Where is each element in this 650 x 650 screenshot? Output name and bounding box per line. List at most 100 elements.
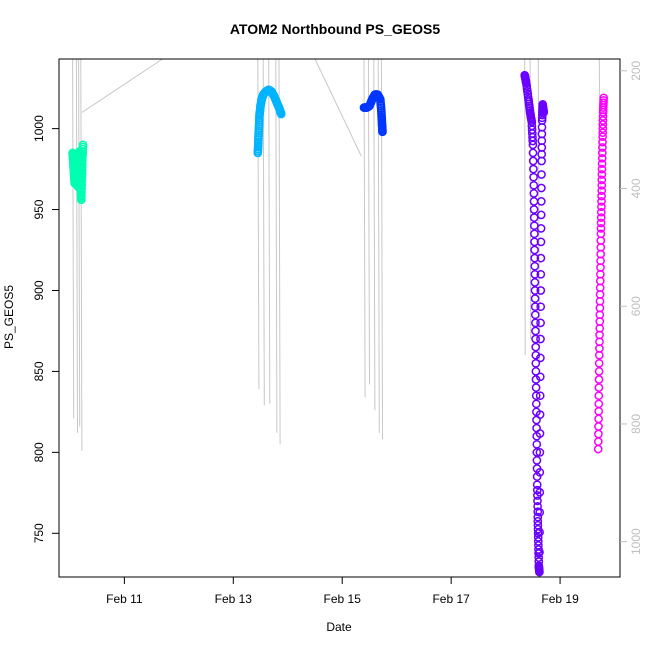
data-point — [597, 170, 607, 179]
data-point — [596, 218, 606, 228]
data-point — [597, 148, 607, 158]
y-tick-label: 1000 — [32, 115, 46, 142]
data-point — [531, 399, 541, 409]
data-point — [533, 512, 543, 522]
x-axis: Feb 11 Feb 13 Feb 15 Feb 17 Feb 19 — [106, 577, 579, 606]
data-point — [535, 527, 544, 537]
data-point — [535, 372, 545, 382]
data-point — [532, 456, 542, 465]
data-point — [530, 261, 540, 271]
data-point — [593, 444, 603, 454]
profile-line — [268, 58, 271, 404]
data-point — [597, 164, 607, 174]
data-point — [531, 334, 540, 344]
data-point — [533, 537, 543, 546]
data-point — [596, 229, 606, 239]
x-axis-label: Date — [326, 620, 352, 634]
data-point — [528, 156, 538, 166]
data-point — [532, 480, 542, 490]
data-point — [276, 109, 286, 119]
data-point — [530, 286, 540, 295]
data-point — [594, 383, 604, 392]
profile-line — [314, 58, 362, 157]
profile-line — [524, 58, 526, 356]
data-point — [597, 202, 606, 212]
data-point — [533, 496, 542, 506]
y-axis-left: 750 800 850 900 950 1000 — [32, 115, 59, 543]
data-point — [529, 205, 539, 214]
data-point — [536, 353, 545, 363]
series-group — [359, 90, 387, 137]
data-point — [537, 170, 546, 179]
data-point — [535, 487, 545, 497]
data-point — [535, 429, 545, 438]
data-point — [594, 375, 604, 384]
data-point — [598, 128, 608, 138]
data-point — [598, 116, 608, 125]
data-point — [78, 140, 88, 150]
data-point — [536, 318, 545, 328]
data-point — [597, 191, 606, 201]
data-point — [531, 375, 541, 384]
data-point — [599, 93, 609, 103]
data-point — [536, 237, 546, 247]
data-point — [530, 269, 540, 279]
data-point — [536, 197, 546, 206]
data-point — [594, 429, 603, 439]
data-point — [533, 532, 543, 542]
data-series — [68, 70, 609, 577]
x-tick-label: Feb 17 — [432, 592, 470, 606]
data-point — [535, 467, 545, 477]
data-point — [594, 399, 604, 409]
profile-line — [72, 58, 75, 419]
data-point — [529, 197, 539, 206]
y-tick-label: 950 — [32, 199, 46, 219]
data-point — [529, 213, 539, 222]
data-point — [536, 224, 546, 233]
profile-line — [80, 58, 83, 451]
data-point — [535, 410, 545, 419]
data-point — [530, 253, 540, 263]
data-point — [537, 116, 547, 125]
data-point — [535, 448, 545, 457]
x-tick-label: Feb 13 — [215, 592, 253, 606]
data-point — [536, 286, 546, 295]
data-point — [594, 358, 604, 368]
data-point — [593, 437, 603, 446]
data-point — [535, 507, 545, 517]
profile-lines — [72, 58, 601, 451]
data-point — [596, 224, 606, 233]
data-point — [528, 148, 538, 158]
profile-line — [367, 58, 370, 385]
data-point — [529, 172, 538, 182]
data-point — [77, 169, 87, 179]
x-tick-label: Feb 11 — [106, 592, 143, 606]
data-point — [594, 367, 604, 376]
profile-line — [275, 58, 278, 433]
data-point — [529, 189, 539, 198]
chart-title: ATOM2 Northbound PS_GEOS5 — [230, 21, 440, 37]
data-point — [597, 197, 606, 206]
right-tick-label: 600 — [629, 296, 643, 316]
data-point — [598, 124, 608, 133]
data-point — [530, 245, 539, 255]
data-point — [536, 302, 546, 312]
data-point — [531, 318, 540, 328]
data-point — [535, 547, 544, 557]
series-group — [520, 70, 549, 577]
right-tick-label: 400 — [629, 178, 643, 198]
plot-frame — [58, 58, 621, 578]
data-point — [530, 229, 539, 239]
data-point — [597, 180, 607, 190]
data-point — [532, 485, 542, 495]
data-point — [531, 358, 541, 368]
series-group — [68, 140, 88, 205]
data-point — [597, 153, 607, 163]
right-tick-label: 800 — [629, 414, 643, 434]
profile-line — [278, 58, 281, 445]
x-tick-label: Feb 19 — [541, 592, 579, 606]
profile-line — [81, 58, 163, 113]
data-point — [536, 210, 546, 220]
y-tick-label: 800 — [32, 442, 46, 462]
